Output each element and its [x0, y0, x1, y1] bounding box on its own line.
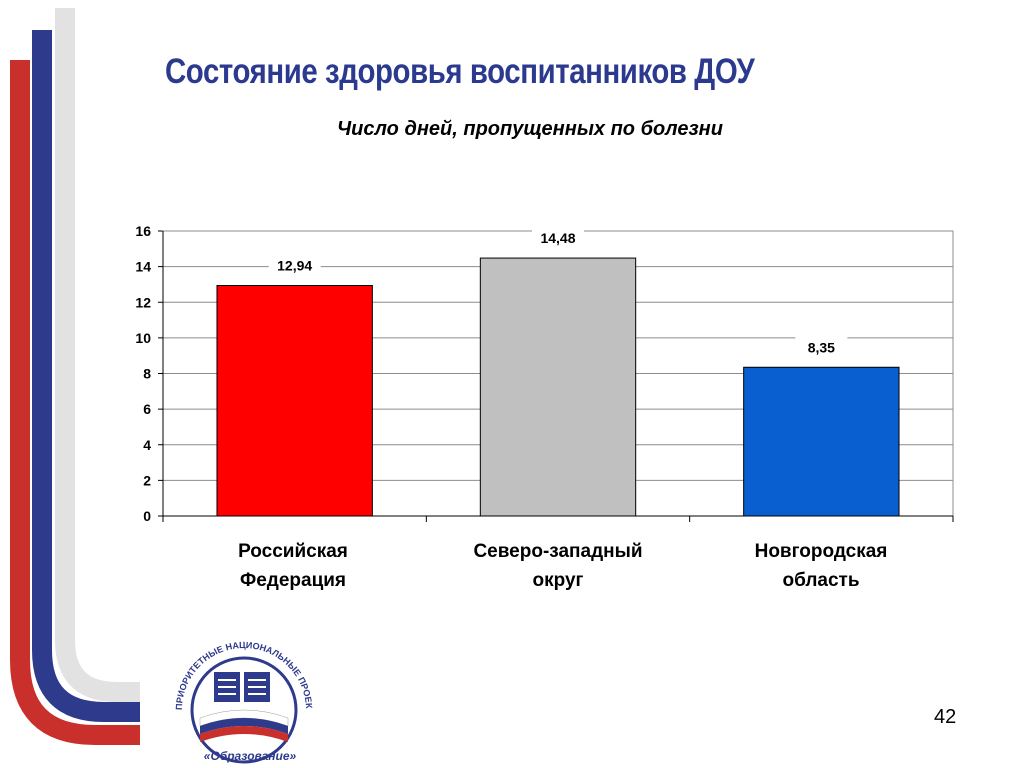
white-stripe [55, 8, 140, 702]
category-label-1: Северо-западный округ [438, 537, 678, 595]
bar [743, 366, 900, 517]
data-label: 8,35 [808, 339, 835, 355]
y-tick-label: 10 [135, 330, 151, 346]
slide-title: Состояние здоровья воспитанников ДОУ [165, 52, 755, 91]
bar [479, 257, 637, 517]
category-label-line: Новгородская [754, 541, 888, 562]
data-label: 12,94 [277, 258, 312, 274]
y-tick-label: 2 [143, 472, 151, 488]
data-label-background [795, 336, 848, 357]
y-tick-label: 14 [135, 259, 151, 275]
book-icon [214, 672, 270, 702]
category-label-line: Российская [238, 541, 348, 562]
data-label: 14,48 [540, 230, 575, 246]
bar [216, 285, 373, 517]
data-label-background [532, 227, 584, 248]
page-number: 42 [934, 706, 957, 728]
y-tick-label: 12 [135, 294, 151, 310]
flag-stripes [10, 8, 140, 745]
category-label-2: Новгородская область [701, 537, 941, 595]
category-label-0: Российская Федерация [173, 537, 413, 595]
red-stripe [10, 60, 140, 745]
data-label-background [268, 254, 321, 275]
y-tick-label: 6 [143, 401, 151, 417]
logo-bottom-text: «Образование» [204, 749, 297, 763]
category-label-line: округ [532, 570, 584, 591]
y-tick-label: 16 [135, 223, 151, 239]
y-tick-label: 0 [143, 508, 151, 524]
education-project-logo: ПРИОРИТЕТНЫЕ НАЦИОНАЛЬНЫЕ ПРОЕКТЫ «Образ… [160, 640, 314, 764]
y-tick-label: 8 [143, 366, 151, 382]
y-tick-label: 4 [143, 437, 151, 453]
category-label-line: Северо-западный [473, 541, 643, 562]
category-label-line: область [782, 570, 860, 591]
chart-title: Число дней, пропущенных по болезни [337, 118, 723, 140]
category-label-line: Федерация [239, 570, 347, 591]
blue-stripe [32, 30, 140, 722]
